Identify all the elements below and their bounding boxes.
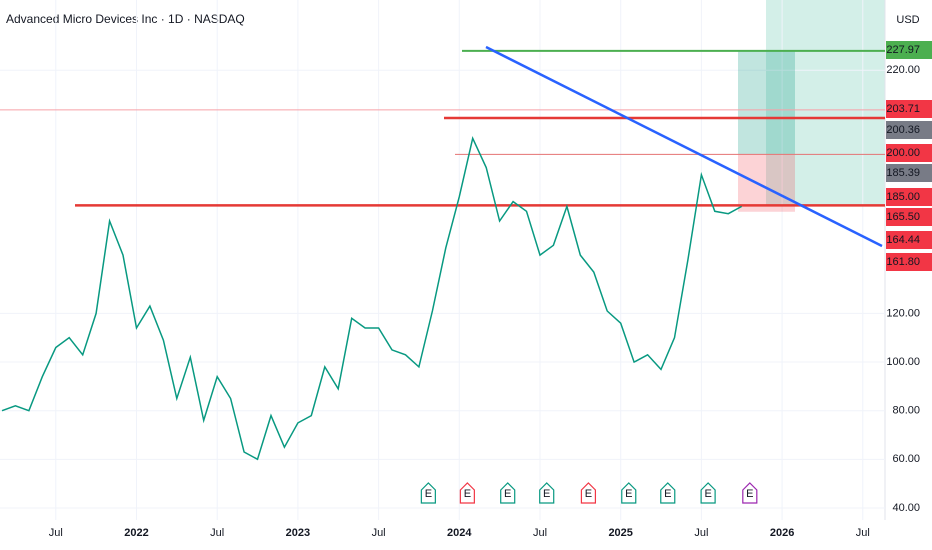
price-tag-label: 200.36 [886,124,920,136]
price-tag [886,144,932,162]
x-tick-label: Jul [533,527,547,539]
price-tag [886,100,932,118]
y-tick-label: 220.00 [886,64,920,76]
earnings-label: E [425,488,432,500]
y-tick-label: 100.00 [886,356,920,368]
x-tick-label: 2026 [770,527,794,539]
x-tick-label: Jul [856,527,870,539]
earnings-marker [621,482,637,504]
price-tag [886,41,932,59]
price-tag-label: 164.44 [886,234,920,246]
projection-zone [766,0,885,205]
price-tag-label: 165.50 [886,211,920,223]
earnings-label: E [625,488,632,500]
price-tag-label: 185.39 [886,167,920,179]
price-tag-label: 161.80 [886,256,920,268]
price-tag [886,231,932,249]
x-tick-label: 2024 [447,527,472,539]
x-tick-label: 2022 [124,527,148,539]
earnings-label: E [664,488,671,500]
price-tag-label: 185.00 [886,191,920,203]
profit-zone [738,50,795,155]
price-tag-label: 227.97 [886,44,920,56]
price-tag-label: 203.71 [886,103,920,115]
earnings-marker [420,482,436,504]
x-tick-label: 2025 [608,527,632,539]
x-tick-label: Jul [694,527,708,539]
earnings-label: E [543,488,550,500]
x-tick-label: Jul [210,527,224,539]
earnings-label: E [504,488,511,500]
earnings-label: E [464,488,471,500]
earnings-marker [660,482,676,504]
x-tick-label: Jul [372,527,386,539]
earnings-label: E [585,488,592,500]
x-tick-label: 2023 [286,527,310,539]
price-tag [886,188,932,206]
chart-title: Advanced Micro Devices Inc · 1D · NASDAQ [6,12,245,26]
x-tick-label: Jul [49,527,63,539]
earnings-marker [459,482,475,504]
y-tick-label: 120.00 [886,307,920,319]
earnings-label: E [746,488,753,500]
earnings-marker [700,482,716,504]
earnings-marker [539,482,555,504]
price-tag [886,121,932,139]
y-tick-label: 80.00 [892,405,920,417]
trend-line [485,45,883,248]
loss-zone [738,154,795,212]
price-tag [886,164,932,182]
earnings-marker [742,482,758,504]
price-tag [886,208,932,226]
currency-label: USD [896,14,919,26]
earnings-marker [500,482,516,504]
price-line [1,135,743,461]
y-tick-label: 60.00 [892,453,920,465]
price-tag [886,253,932,271]
price-tag-label: 200.00 [886,147,920,159]
earnings-label: E [704,488,711,500]
earnings-marker [580,482,597,504]
y-tick-label: 40.00 [892,502,920,514]
